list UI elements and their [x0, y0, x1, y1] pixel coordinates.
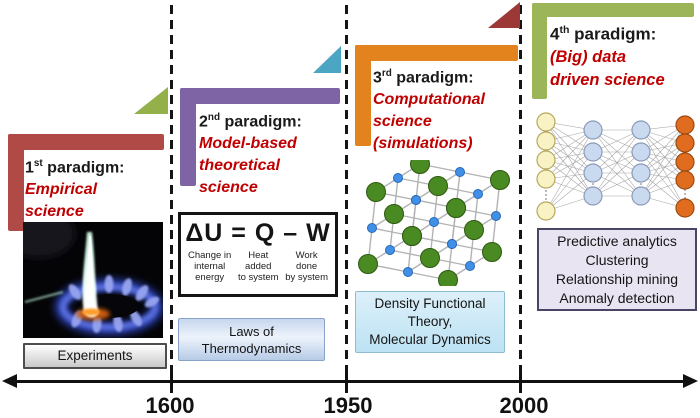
timeline-label-2000: 2000: [499, 393, 549, 418]
orange-bracket-vertical: [355, 45, 371, 146]
paradigm-3-subtitle: Computational science (simulations): [373, 91, 485, 153]
purple-bracket-horizontal: [180, 88, 340, 104]
paradigm-4-title: 4th paradigm:: [550, 24, 657, 44]
green-triangle-icon: [134, 87, 168, 114]
neural-network-graphic: [533, 110, 700, 225]
timeline-label-1600: 1600: [145, 393, 195, 418]
dark-red-triangle-icon: [488, 2, 520, 28]
dashed-separator-2: [345, 5, 348, 380]
timeline-tick-1600: [170, 370, 173, 393]
paradigm-2-subtitle: Model-based theoretical science: [199, 135, 297, 197]
equation-term-deltaU: Change in internal energy: [188, 250, 232, 283]
paradigm-3-heading: 3rd paradigm: Computational science (sim…: [373, 63, 523, 155]
equation-term-labels: Change in internal energy Heat added to …: [181, 250, 335, 283]
paradigm-2-heading: 2nd paradigm: Model-based theoretical sc…: [199, 107, 347, 199]
data-science-methods-box: Predictive analytics Clustering Relation…: [537, 228, 697, 311]
paradigm-1-heading: 1st paradigm: Empirical science: [25, 153, 170, 223]
timeline-left-arrow-icon: [2, 374, 17, 388]
laws-of-thermodynamics-box: Laws of Thermodynamics: [178, 318, 325, 361]
timeline-label-1950: 1950: [323, 393, 373, 418]
experiments-label: Experiments: [57, 348, 133, 363]
equation-term-W: Work done by system: [285, 250, 328, 283]
experiments-label-box: Experiments: [23, 343, 167, 369]
green-bracket-vertical: [532, 3, 547, 99]
blue-triangle-icon: [313, 46, 341, 73]
crystal-lattice-graphic: [358, 154, 513, 290]
paradigm-1-subtitle: Empirical science: [25, 181, 98, 221]
dashed-separator-1: [170, 5, 173, 380]
paradigm-3-title: 3rd paradigm:: [373, 68, 474, 87]
paradigm-2-title: 2nd paradigm:: [199, 112, 302, 131]
red-bracket-horizontal: [8, 134, 164, 150]
timeline-tick-1950: [345, 370, 348, 393]
flame-graphic: [3, 210, 163, 338]
flame-experiment-photo: [3, 210, 163, 338]
red-bracket-vertical: [8, 134, 24, 231]
paradigm-4-heading: 4th paradigm: (Big) data driven science: [550, 19, 700, 92]
dft-md-label-box: Density Functional Theory, Molecular Dyn…: [355, 291, 505, 353]
timeline-right-arrow-icon: [683, 374, 698, 388]
equation-formula: ΔU = Q – W: [185, 219, 331, 247]
timeline-axis: [15, 380, 685, 383]
thermodynamics-equation-box: ΔU = Q – W Change in internal energy Hea…: [178, 212, 338, 297]
timeline-tick-2000: [519, 370, 522, 393]
orange-bracket-horizontal: [355, 45, 518, 61]
paradigm-4-subtitle: (Big) data driven science: [550, 47, 665, 89]
dashed-separator-3: [519, 5, 522, 380]
paradigm-1-title: 1st paradigm:: [25, 158, 125, 177]
purple-bracket-vertical: [180, 88, 196, 186]
green-bracket-horizontal: [532, 3, 694, 17]
equation-term-Q: Heat added to system: [237, 250, 279, 283]
